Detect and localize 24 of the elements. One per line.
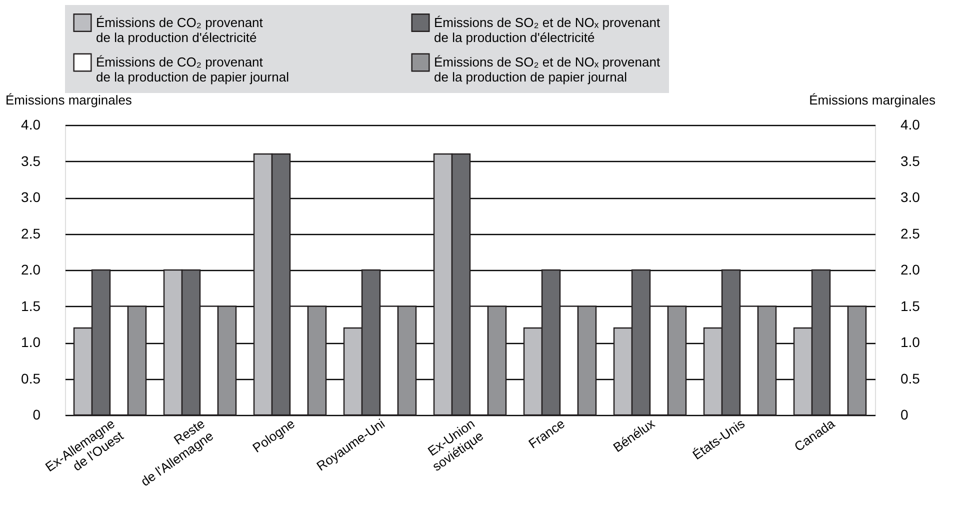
y2-tick-label: 2.5 [900,225,920,242]
y-tick-label: 4.0 [21,116,41,132]
y2-tick-label: 1.5 [900,298,920,314]
y-tick-label: 3.5 [21,152,41,169]
y2-tick-label: 3.5 [900,152,920,169]
legend-label: Émissions de CO₂ provenant de la production d'électricité [96,14,264,45]
y2-tick-label: 0.5 [900,370,920,386]
y2-tick-label: 2.0 [900,262,920,278]
y-tick-label: 0 [32,406,41,422]
y2-axis-title: Émissions marginales [809,92,936,108]
y2-tick-label: 4.0 [900,116,920,132]
y-tick-label: 2.0 [21,262,41,278]
y-tick-label: 2.5 [21,225,41,242]
y2-tick-label: 1.0 [900,334,920,350]
y2-tick-label: 0 [900,406,908,422]
y-tick-label: 1.5 [21,298,41,314]
legend-label: Émissions de CO₂ provenant de la production de papier journal [96,54,290,84]
y-axis-title: Émissions marginales [6,92,132,108]
y-tick-label: 3.0 [21,189,41,205]
legend-label: Émissions de SO₂ et de NOₓ provenant de la production d'électricité [434,14,660,45]
y-tick-label: 1.0 [21,334,41,350]
legend-label: Émissions de SO₂ et de NOₓ provenant de la production de papier journal [434,54,660,84]
y-tick-label: 0.5 [21,370,41,386]
y2-tick-label: 3.0 [900,189,920,205]
